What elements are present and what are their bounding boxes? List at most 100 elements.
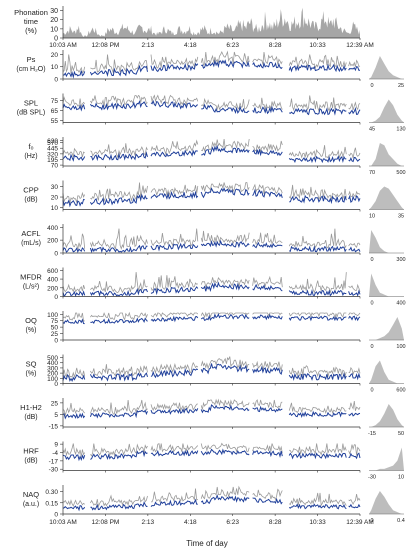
- panel-label-line1: HRF: [23, 447, 39, 456]
- histogram-min-label: 0: [370, 388, 373, 394]
- histogram-min-label: 0: [370, 257, 373, 263]
- panel-3: CPP (dB) 10 20 30 10 35: [23, 180, 404, 220]
- distribution-histogram: [369, 491, 404, 514]
- histogram-min-label: 0: [370, 518, 373, 524]
- lower-series-line: [62, 99, 361, 116]
- panel-label-line1: MFDR: [20, 273, 42, 282]
- panel-label-line1: Ps: [27, 55, 36, 64]
- panel-label-line1: CPP: [23, 186, 38, 195]
- panel-label-line2: (Hz): [24, 153, 37, 160]
- x-axis: 10:03 AM 12:08 PM 2:13 4:18 6:23 8:28 10:33 12:…: [49, 519, 373, 526]
- y-tick-label: 0.15: [45, 500, 58, 507]
- y-tick-label: 195: [47, 157, 58, 164]
- distribution-histogram: [369, 143, 404, 166]
- panel-label-line2: (a.u.): [23, 501, 39, 508]
- panel-label-line1: SQ: [26, 360, 37, 369]
- y-tick-label: 570: [47, 140, 58, 147]
- panel-label-line1: H1-H2: [20, 403, 42, 412]
- panel-label-line2: (mL/s): [21, 240, 41, 247]
- histogram-max-label: 25: [398, 83, 404, 89]
- lower-series-line: [63, 59, 361, 79]
- panel-8: H1-H2 (dB) -15 5 25 -15 50: [20, 398, 404, 437]
- top-x-tick-label: 12:08 PM: [92, 42, 120, 49]
- upper-series-line: [62, 138, 361, 159]
- panel-label-line2: (L/s²): [23, 284, 39, 291]
- lower-series-line: [62, 313, 361, 325]
- bottom-x-tick-label: 8:28: [269, 519, 282, 526]
- upper-series-line: [62, 311, 361, 322]
- panel-label-line2: (dB): [24, 414, 37, 421]
- histogram-max-label: 10: [398, 475, 404, 481]
- y-tick-label: 200: [47, 285, 58, 292]
- panel-label-line2: (cm H₂O): [16, 66, 45, 73]
- histogram-min-label: -15: [368, 431, 376, 437]
- y-tick-label: 200: [47, 371, 58, 378]
- y-tick-label: 9: [54, 442, 58, 449]
- distribution-histogram: [369, 404, 404, 427]
- upper-series-line: [62, 398, 361, 417]
- y-tick-label: -4: [52, 450, 58, 457]
- y-tick-label: 75: [51, 98, 59, 105]
- top-panel-label-line1: Phonation: [14, 8, 48, 17]
- y-tick-label: 0: [54, 251, 58, 258]
- lower-series-line: [62, 363, 361, 382]
- panel-label-line2: (%): [26, 371, 37, 378]
- top-x-tick-label: 12:39 AM: [346, 42, 373, 49]
- phonation-area: [63, 7, 360, 38]
- panel-label-line1: SPL: [24, 99, 38, 108]
- y-tick-label: 200: [47, 238, 58, 245]
- lower-series-line: [62, 187, 361, 208]
- histogram-max-label: 100: [396, 344, 405, 350]
- histogram-min-label: 0: [370, 301, 373, 307]
- top-y-tick-label: 20: [50, 17, 58, 24]
- y-tick-label: -17: [49, 458, 59, 465]
- y-tick-label: 0: [54, 77, 58, 84]
- upper-series-line: [62, 442, 361, 457]
- bottom-x-tick-label: 10:03 AM: [49, 519, 76, 526]
- y-tick-label: 100: [47, 312, 58, 319]
- lower-series-line: [62, 448, 361, 462]
- panel-9: HRF (dB) -30 -17-49 -30 10: [23, 441, 404, 481]
- y-tick-label: 300: [47, 365, 58, 372]
- y-tick-label: -30: [49, 467, 59, 474]
- y-tick-label: 0: [54, 381, 58, 388]
- histogram-min-label: 70: [369, 170, 375, 176]
- bottom-x-tick-label: 10:33: [309, 519, 326, 526]
- histogram-max-label: 300: [396, 257, 405, 263]
- y-tick-label: 25: [51, 331, 59, 338]
- y-tick-label: 20: [51, 195, 59, 202]
- x-axis-label: Time of day: [186, 539, 228, 548]
- panel-label-line1: fₒ: [29, 142, 34, 151]
- histogram-min-label: -30: [368, 475, 376, 481]
- y-tick-label: 445: [47, 146, 58, 153]
- upper-series-line: [62, 50, 361, 74]
- y-tick-label: 500: [47, 355, 58, 362]
- y-tick-label: 75: [51, 318, 59, 325]
- histogram-max-label: 50: [398, 431, 404, 437]
- top-panel-label-line3: (%): [25, 26, 37, 35]
- y-tick-label: 65: [51, 108, 59, 115]
- y-tick-label: 30: [51, 184, 59, 191]
- histogram-max-label: 400: [396, 301, 405, 307]
- histogram-min-label: 45: [369, 127, 375, 133]
- y-tick-label: 620: [47, 138, 58, 145]
- y-tick-label: 20: [51, 52, 59, 59]
- panel-0: Ps (cm H₂O) 0 10 20 0 25: [16, 50, 404, 89]
- top-x-tick-label: 2:13: [142, 42, 155, 49]
- distribution-histogram: [369, 360, 404, 384]
- panel-label-line1: NAQ: [23, 490, 39, 499]
- y-tick-label: 600: [47, 268, 58, 275]
- histogram-min-label: 0: [370, 344, 373, 350]
- top-y-tick-label: 10: [50, 26, 58, 33]
- lower-series-line: [62, 239, 361, 254]
- distribution-histogram: [369, 186, 404, 210]
- bottom-x-tick-label: 4:18: [184, 519, 197, 526]
- panel-label-line1: ACFL: [21, 229, 40, 238]
- top-x-tick-label: 8:28: [269, 42, 282, 49]
- upper-series-line: [62, 485, 361, 508]
